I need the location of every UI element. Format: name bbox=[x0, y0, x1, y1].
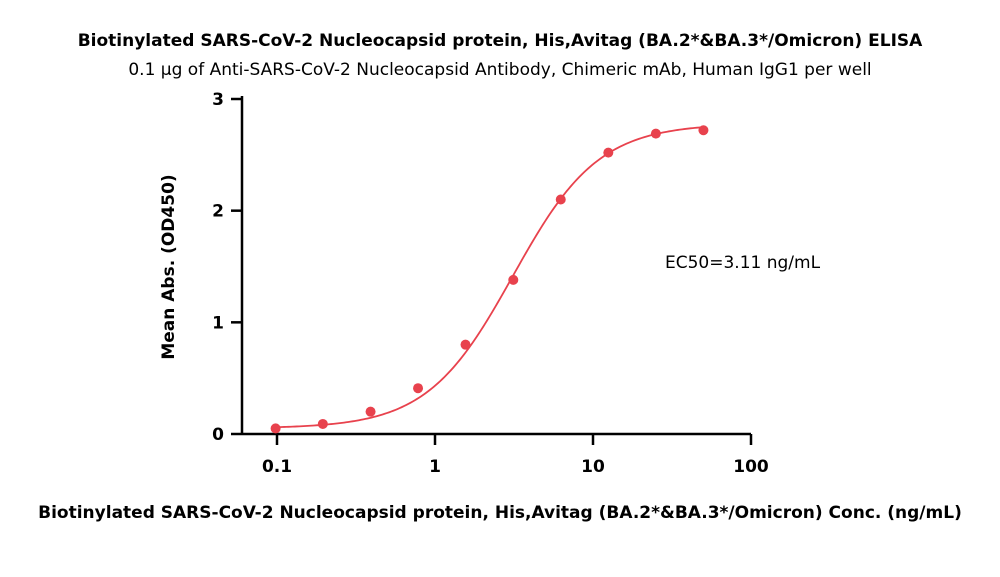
x-axis-title: Biotinylated SARS-CoV-2 Nucleocapsid pro… bbox=[38, 503, 962, 523]
data-point bbox=[508, 274, 519, 285]
x-tick-label: 100 bbox=[733, 457, 769, 477]
y-tick-label: 3 bbox=[212, 90, 224, 110]
x-tick-label: 10 bbox=[581, 457, 605, 477]
chart-subtitle: 0.1 µg of Anti-SARS-CoV-2 Nucleocapsid A… bbox=[128, 60, 871, 80]
x-tick-label: 1 bbox=[429, 457, 441, 477]
fit-curve bbox=[275, 126, 704, 429]
data-point bbox=[603, 147, 614, 158]
data-point bbox=[555, 194, 566, 205]
y-tick-label: 0 bbox=[212, 425, 224, 445]
data-point bbox=[317, 418, 328, 429]
chart-title: Biotinylated SARS-CoV-2 Nucleocapsid pro… bbox=[78, 31, 923, 51]
y-ticks: 0 1 2 3 bbox=[212, 90, 242, 445]
data-points bbox=[270, 125, 709, 434]
data-point bbox=[460, 339, 471, 350]
axes bbox=[240, 96, 751, 436]
data-point bbox=[365, 406, 376, 417]
data-point bbox=[413, 383, 424, 394]
data-point bbox=[698, 125, 709, 136]
ec50-annotation: EC50=3.11 ng/mL bbox=[665, 253, 821, 273]
y-tick-label: 2 bbox=[212, 202, 224, 222]
x-ticks: 0.1 1 10 100 bbox=[262, 434, 769, 477]
x-tick-label: 0.1 bbox=[262, 457, 292, 477]
y-tick-label: 1 bbox=[212, 313, 224, 333]
data-point bbox=[270, 423, 281, 434]
data-point bbox=[650, 128, 661, 139]
y-axis-title: Mean Abs. (OD450) bbox=[159, 174, 179, 359]
